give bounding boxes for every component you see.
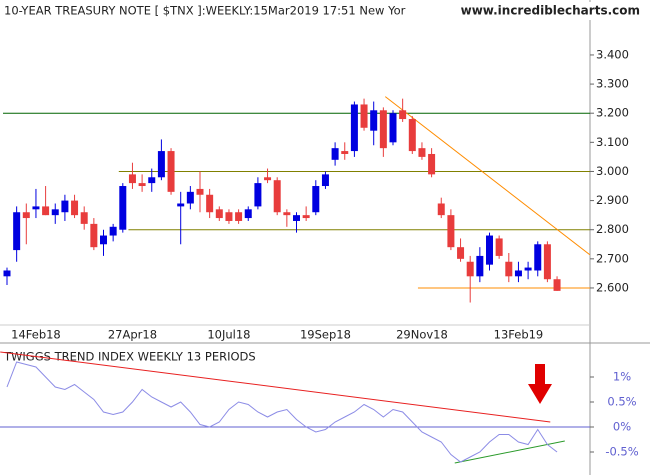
- candle-body: [235, 212, 243, 221]
- candle-body: [100, 235, 107, 245]
- y-tick-label: 1%: [613, 370, 631, 384]
- candle-body: [215, 209, 223, 219]
- candle-body: [273, 180, 281, 213]
- x-tick-label: 14Feb18: [11, 328, 61, 342]
- candle-body: [90, 223, 98, 248]
- candle-body: [321, 174, 329, 187]
- y-tick-label: 2.800: [596, 222, 629, 236]
- candle-body: [408, 119, 416, 152]
- candle-body: [32, 206, 40, 210]
- candle-body: [331, 148, 339, 160]
- candle-body: [42, 206, 50, 216]
- candle-body: [3, 270, 11, 277]
- indicator-line: [6, 361, 558, 463]
- y-tick-label: 3.100: [596, 135, 629, 149]
- candle-body: [514, 270, 522, 277]
- y-tick-label: 3.300: [596, 77, 629, 91]
- candle-body: [341, 151, 349, 154]
- y-tick-label: 2.700: [596, 251, 629, 265]
- candle-body: [264, 177, 272, 181]
- x-tick-label: 19Sep18: [300, 328, 351, 342]
- candle-body: [505, 261, 513, 277]
- candle-body: [283, 212, 291, 216]
- candle-body: [457, 247, 465, 259]
- y-tick-label: 3.200: [596, 106, 629, 120]
- candle-body: [196, 188, 204, 195]
- candle-body: [254, 183, 262, 207]
- candle-body: [350, 104, 358, 152]
- candle-body: [244, 209, 252, 219]
- candle-body: [447, 215, 455, 248]
- candle-body: [553, 279, 561, 291]
- candle-body: [119, 186, 127, 230]
- x-tick-label: 27Apr18: [108, 328, 157, 342]
- y-tick-label: 2.900: [596, 193, 629, 207]
- candle-body: [534, 244, 542, 271]
- y-tick-label: -0.5%: [605, 445, 638, 459]
- x-tick-label: 10Jul18: [207, 328, 250, 342]
- candle-body: [379, 110, 387, 149]
- candle-body: [80, 212, 88, 224]
- y-tick-label: 3.000: [596, 164, 629, 178]
- candle-body: [476, 255, 484, 277]
- candle-body: [418, 148, 426, 157]
- y-tick-label: 0%: [613, 420, 631, 434]
- x-tick-label: 13Feb19: [494, 328, 544, 342]
- candle-body: [389, 113, 397, 143]
- candle-body: [225, 212, 233, 221]
- candle-body: [128, 174, 136, 184]
- candle-body: [157, 151, 165, 178]
- candle-body: [138, 183, 146, 187]
- arrow: [528, 364, 552, 404]
- y-tick-label: 0.5%: [607, 395, 636, 409]
- y-tick-label: 2.600: [596, 280, 629, 294]
- candle-body: [51, 209, 59, 216]
- candle-body: [399, 110, 407, 120]
- candle-body: [71, 200, 79, 216]
- candle-body: [206, 194, 214, 213]
- candle-body: [148, 177, 156, 184]
- candle-body: [177, 203, 185, 207]
- candle-body: [486, 235, 493, 265]
- candle-body: [466, 261, 474, 277]
- price-panel: [0, 0, 590, 325]
- candle-body: [13, 212, 21, 251]
- candle-body: [302, 215, 310, 219]
- candle-body: [186, 191, 194, 204]
- trend-line: [454, 440, 565, 464]
- candle-body: [293, 215, 300, 221]
- indicator-title: TWIGGS TREND INDEX WEEKLY 13 PERIODS: [3, 350, 256, 364]
- candle-body: [370, 110, 378, 131]
- candle-body: [312, 186, 320, 213]
- candle-body: [61, 200, 69, 213]
- candle-body: [167, 151, 175, 192]
- x-tick-label: 29Nov18: [396, 328, 448, 342]
- candle-body: [428, 153, 436, 175]
- watermark: www.incrediblecharts.com: [461, 4, 640, 18]
- trend-line: [384, 96, 591, 256]
- chart-title: 10-YEAR TREASURY NOTE [ $TNX ]:WEEKLY:15…: [4, 4, 406, 18]
- trend-line: [0, 351, 551, 423]
- watermark-bg: [460, 2, 646, 20]
- candle-body: [22, 212, 30, 219]
- candle-body: [109, 226, 117, 236]
- y-tick-label: 3.400: [596, 47, 629, 61]
- candle-body: [437, 203, 445, 216]
- candle-body: [495, 238, 503, 256]
- candle-body: [360, 104, 368, 128]
- candle-body: [524, 267, 532, 271]
- candle-body: [543, 244, 551, 280]
